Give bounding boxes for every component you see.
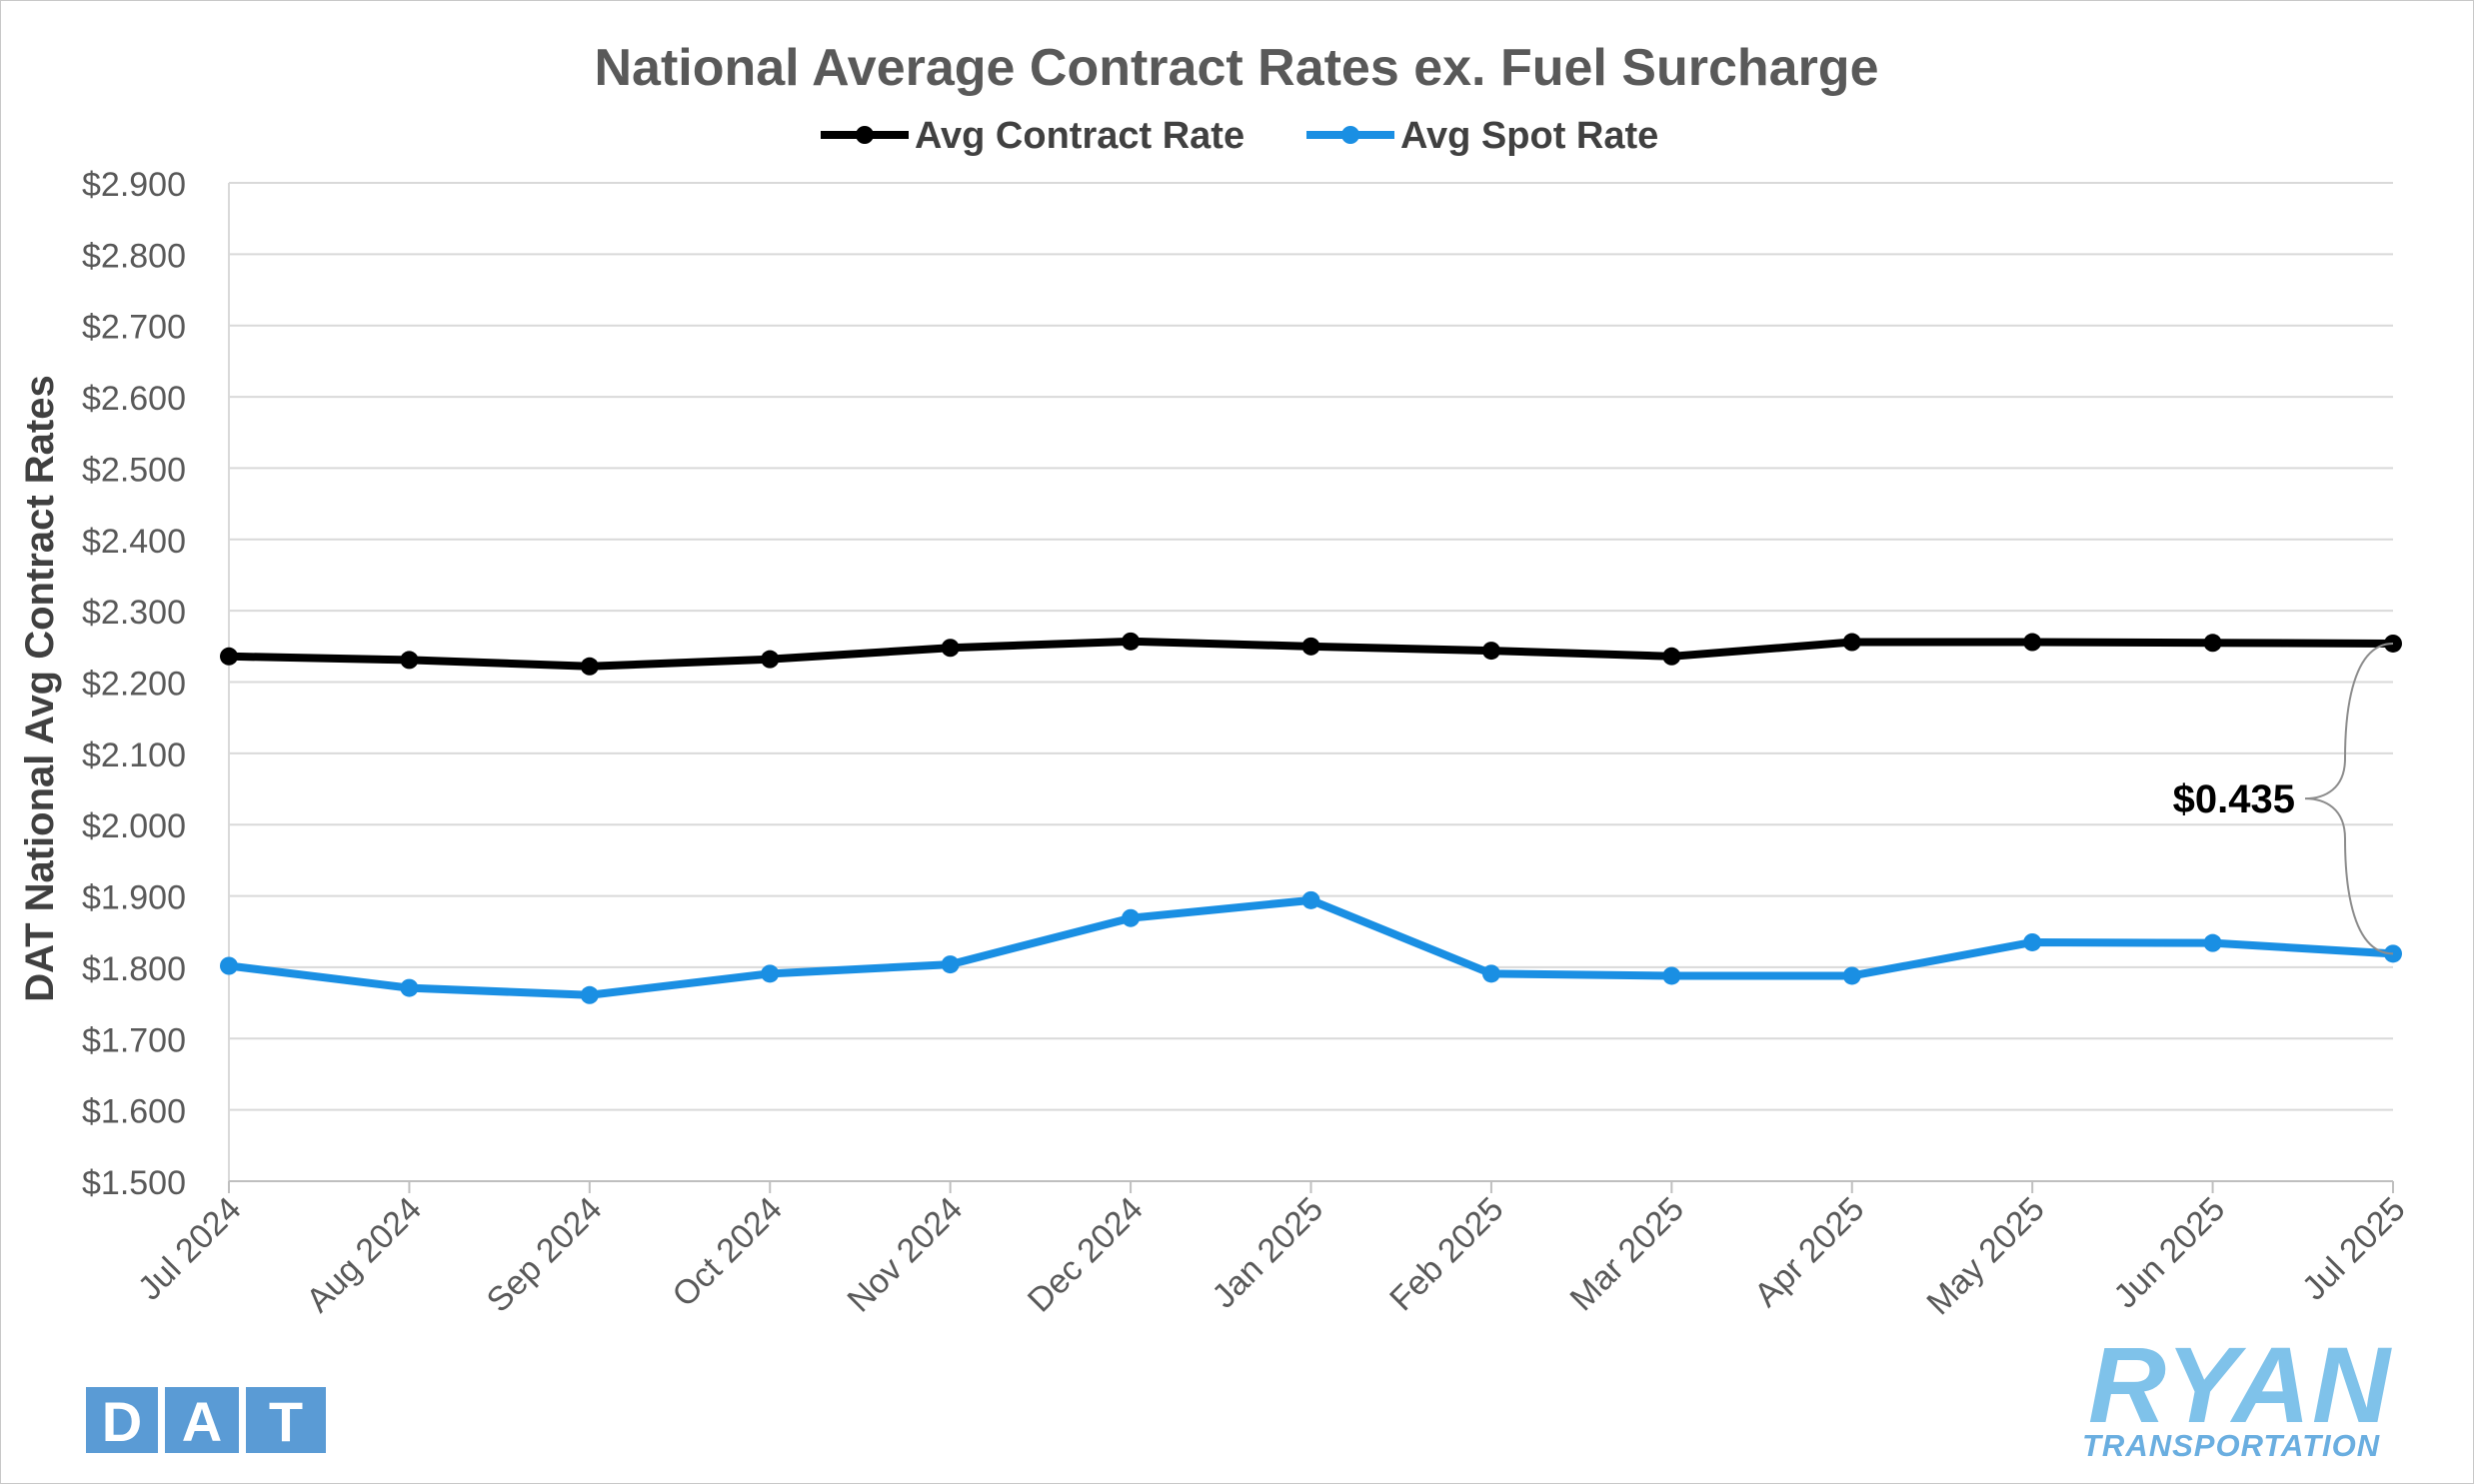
data-point-contract-rate: [1481, 642, 1500, 661]
x-tick-label: Jun 2025: [2106, 1190, 2232, 1316]
y-tick-label: $2.900: [82, 166, 186, 204]
x-tick-label: Mar 2025: [1563, 1190, 1691, 1318]
legend-swatch-marker: [1341, 126, 1359, 144]
y-axis-ticks: $1.500 $1.600 $1.700 $1.800 $1.900 $2.000 $2.1…: [82, 166, 186, 1202]
y-tick-label: $1.800: [82, 950, 186, 988]
x-tick-label: Oct 2024: [665, 1190, 789, 1314]
y-tick-label: $1.500: [82, 1164, 186, 1202]
y-tick-label: $2.200: [82, 666, 186, 704]
dat-logo-letter-t: T: [269, 1390, 303, 1453]
x-tick-label: Apr 2025: [1747, 1190, 1871, 1314]
x-tick-label: Jan 2025: [1205, 1190, 1330, 1316]
data-point-contract-rate: [1122, 632, 1141, 651]
x-tick-label: Jul 2025: [2295, 1190, 2413, 1308]
data-point-spot-rate: [2203, 933, 2222, 952]
data-point-spot-rate: [941, 955, 960, 974]
legend-swatch-marker: [856, 126, 874, 144]
data-point-contract-rate: [2023, 633, 2042, 652]
annotation: $0.435: [2173, 642, 2394, 955]
data-point-spot-rate: [761, 964, 780, 983]
data-point-spot-rate: [1662, 966, 1681, 985]
y-axis-label: DAT National Avg Contract Rates: [18, 375, 62, 1001]
x-tick-label: Dec 2024: [1021, 1190, 1151, 1320]
dat-logo: D A T: [86, 1387, 326, 1453]
y-tick-label: $2.800: [82, 237, 186, 275]
x-tick-label: Nov 2024: [841, 1190, 971, 1320]
x-tick-label: May 2025: [1919, 1190, 2051, 1322]
data-point-contract-rate: [2203, 634, 2222, 653]
dat-logo-letter-a: A: [182, 1390, 222, 1453]
chart-title: National Average Contract Rates ex. Fuel…: [595, 39, 1879, 97]
dat-logo-box-a: [165, 1387, 239, 1453]
data-point-contract-rate: [761, 650, 780, 669]
legend-label: Avg Contract Rate: [915, 115, 1244, 157]
ryan-logo: RYAN TRANSPORTATION: [2082, 1324, 2392, 1463]
ryan-logo-wordmark: RYAN: [2088, 1324, 2392, 1445]
annotation-brace: [2304, 642, 2394, 955]
data-point-contract-rate: [400, 651, 419, 670]
data-point-contract-rate: [580, 657, 599, 676]
y-tick-label: $2.000: [82, 807, 186, 845]
data-point-spot-rate: [220, 956, 238, 975]
x-tick-label: Jul 2024: [131, 1190, 249, 1308]
data-point-contract-rate: [1662, 647, 1681, 666]
annotation-label: $0.435: [2173, 777, 2295, 821]
dat-logo-box-d: [86, 1387, 158, 1453]
series-line-spot-rate: [225, 895, 2397, 999]
dat-logo-box-t: [246, 1387, 326, 1453]
data-point-contract-rate: [1842, 633, 1861, 652]
gridlines: [229, 182, 2393, 1182]
data-point-spot-rate: [1842, 966, 1861, 985]
y-tick-label: $1.600: [82, 1093, 186, 1131]
y-tick-label: $1.900: [82, 879, 186, 917]
y-tick-label: $2.500: [82, 451, 186, 489]
y-tick-label: $2.300: [82, 594, 186, 632]
x-tick-label: Sep 2024: [480, 1190, 610, 1320]
x-tick-label: Feb 2025: [1382, 1190, 1510, 1318]
y-tick-label: $1.700: [82, 1021, 186, 1059]
data-point-spot-rate: [580, 985, 599, 1004]
dat-logo-letter-d: D: [102, 1390, 142, 1453]
data-point-contract-rate: [220, 647, 238, 666]
series-lines: [220, 632, 2402, 1004]
data-point-spot-rate: [400, 978, 419, 997]
legend: Avg Contract Rate Avg Spot Rate: [821, 115, 1658, 157]
y-tick-label: $2.100: [82, 737, 186, 774]
legend-label: Avg Spot Rate: [1400, 115, 1658, 157]
y-tick-label: $2.600: [82, 380, 186, 418]
data-point-contract-rate: [1301, 637, 1320, 656]
data-point-spot-rate: [2023, 932, 2042, 951]
data-point-spot-rate: [1481, 964, 1500, 983]
data-point-spot-rate: [1301, 890, 1320, 909]
y-tick-label: $2.400: [82, 523, 186, 561]
ryan-logo-subtext: TRANSPORTATION: [2082, 1428, 2380, 1463]
data-point-spot-rate: [1122, 908, 1141, 927]
data-point-contract-rate: [941, 639, 960, 658]
x-tick-label: Aug 2024: [299, 1190, 429, 1320]
y-tick-label: $2.700: [82, 309, 186, 347]
